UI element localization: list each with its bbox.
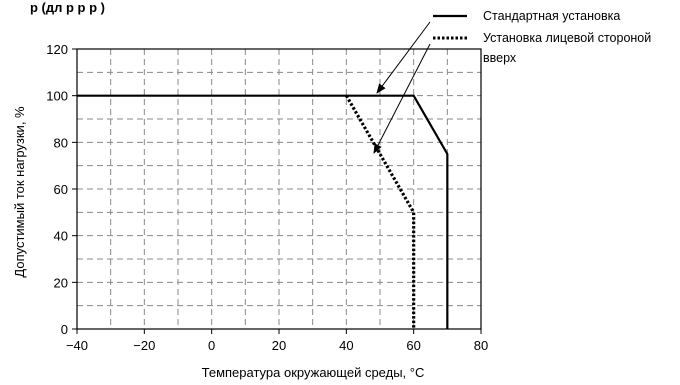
grid <box>77 49 481 329</box>
x-tick-label: −20 <box>133 338 155 353</box>
y-tick-label: 20 <box>54 275 68 290</box>
axis-ticks: −40 −20 0 20 40 60 80 0 20 40 60 80 100 120 <box>46 42 488 353</box>
x-tick-label: 0 <box>208 338 215 353</box>
x-axis-title: Температура окружающей среды, °C <box>202 365 425 380</box>
legend-pointer-arrow-faceup <box>373 43 431 154</box>
x-tick-label: −40 <box>66 338 88 353</box>
legend: Стандартная установка Установка лицевой … <box>433 9 651 65</box>
series-lines <box>77 94 449 329</box>
x-tick-label: 80 <box>474 338 488 353</box>
x-tick-label: 60 <box>406 338 420 353</box>
y-tick-label: 40 <box>54 229 68 244</box>
series-line-faceup <box>344 94 416 329</box>
legend-label-faceup-line2: вверх <box>483 51 517 65</box>
series-line-standard <box>77 94 449 329</box>
x-tick-label: 20 <box>272 338 286 353</box>
y-tick-label: 60 <box>54 182 68 197</box>
legend-pointer-arrow-standard <box>376 21 431 94</box>
y-tick-label: 80 <box>54 135 68 150</box>
x-tick-label: 40 <box>339 338 353 353</box>
y-tick-label: 0 <box>61 322 68 337</box>
y-tick-label: 120 <box>46 42 68 57</box>
y-tick-label: 100 <box>46 89 68 104</box>
legend-label-faceup-line1: Установка лицевой стороной <box>483 31 651 45</box>
cropped-header-text: р (дл р р р ) <box>30 0 105 15</box>
y-axis-title: Допустимый ток нагрузки, % <box>12 106 27 278</box>
legend-label-standard: Стандартная установка <box>483 9 620 23</box>
